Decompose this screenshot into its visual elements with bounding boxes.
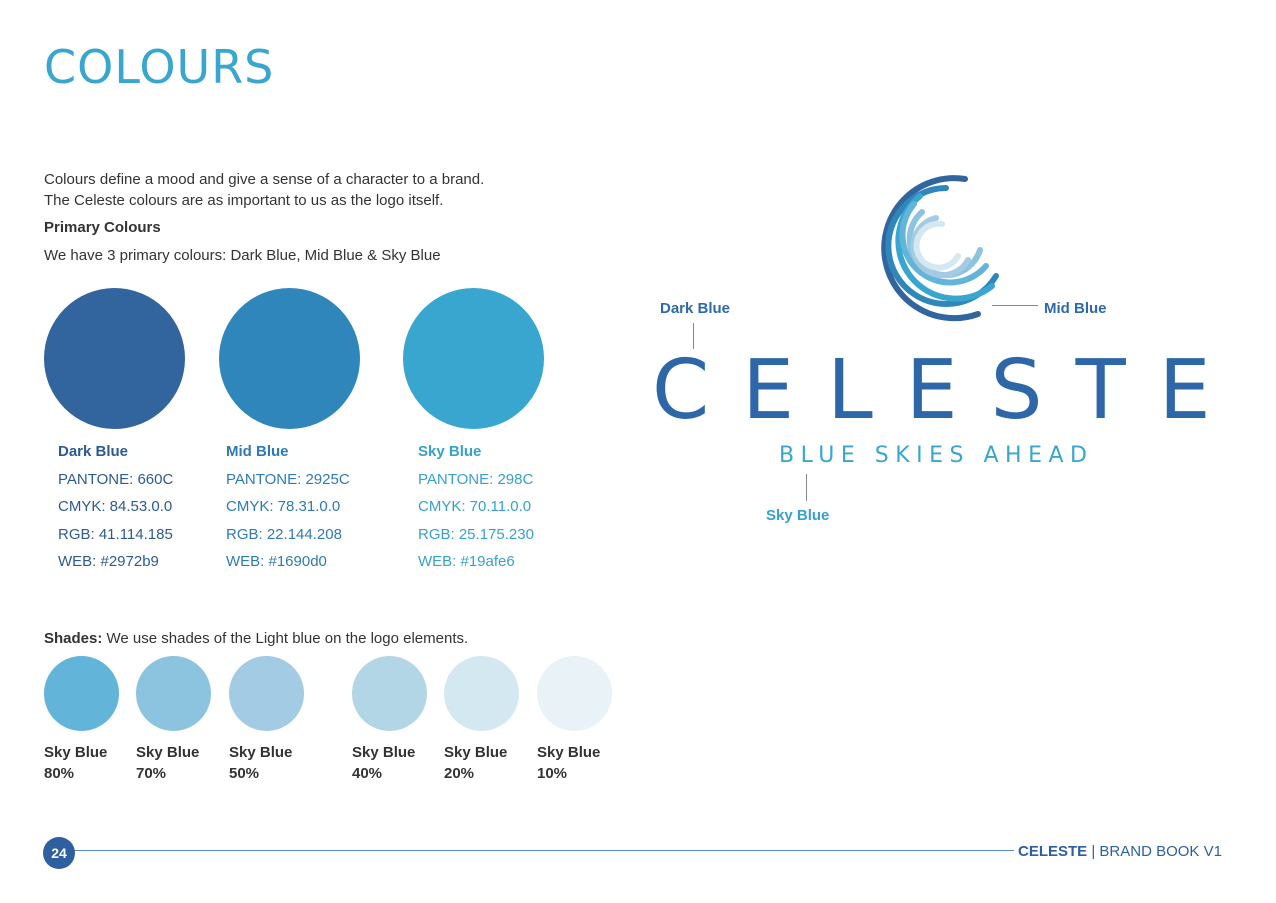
colour-name: Sky Blue	[418, 443, 482, 460]
logo-tagline: BLUE SKIES AHEAD	[779, 443, 1094, 468]
shade-swatch-50	[229, 656, 304, 731]
intro-text: Colours define a mood and give a sense o…	[44, 169, 484, 211]
shade-name: Sky Blue	[229, 744, 293, 761]
colour-pantone: PANTONE: 298C	[418, 470, 534, 488]
colour-cmyk: CMYK: 70.11.0.0	[418, 498, 532, 515]
footer-brand: CELESTE | BRAND BOOK V1	[1018, 843, 1222, 860]
spec-sky-blue: Sky Blue PANTONE: 298C CMYK: 70.11.0.0 R…	[418, 438, 534, 576]
callout-line-dark	[693, 323, 694, 349]
footer-rule	[74, 850, 1014, 851]
colour-web: WEB: #1690d0	[226, 553, 327, 570]
spec-dark-blue: Dark Blue PANTONE: 660C CMYK: 84.53.0.0 …	[58, 438, 173, 576]
shade-name: Sky Blue	[352, 744, 416, 761]
colour-rgb: RGB: 41.114.185	[58, 525, 173, 543]
intro-line-1: Colours define a mood and give a sense o…	[44, 171, 485, 188]
spec-mid-blue: Mid Blue PANTONE: 2925C CMYK: 78.31.0.0 …	[226, 438, 350, 576]
colour-pantone: PANTONE: 2925C	[226, 470, 350, 488]
footer-brand-name: CELESTE	[1018, 843, 1088, 860]
page-number: 24	[43, 837, 75, 869]
callout-dark-blue: Dark Blue	[660, 300, 731, 317]
colour-rgb: RGB: 25.175.230	[418, 525, 534, 543]
colour-cmyk: CMYK: 84.53.0.0	[58, 498, 173, 515]
callout-line-mid	[992, 305, 1038, 306]
footer-book-label: BRAND BOOK V1	[1099, 843, 1222, 860]
page-title: COLOURS	[44, 40, 275, 94]
colour-pantone: PANTONE: 660C	[58, 470, 174, 488]
shades-heading: Shades:	[44, 630, 103, 647]
shade-name: Sky Blue	[44, 744, 108, 761]
colour-rgb: RGB: 22.144.208	[226, 525, 342, 543]
shade-name: Sky Blue	[537, 744, 601, 761]
shades-description: We use shades of the Light blue on the l…	[102, 630, 469, 647]
shade-swatch-10	[537, 656, 612, 731]
swatch-sky-blue	[403, 288, 544, 429]
shade-swatch-20	[444, 656, 519, 731]
shade-percent: 50%	[229, 765, 260, 782]
callout-mid-blue: Mid Blue	[1044, 300, 1107, 317]
shade-percent: 20%	[444, 765, 475, 782]
swatch-dark-blue	[44, 288, 185, 429]
shade-label-20: Sky Blue 20%	[444, 742, 507, 784]
primary-heading: Primary Colours	[44, 219, 161, 236]
callout-line-sky	[806, 474, 807, 501]
shade-name: Sky Blue	[444, 744, 508, 761]
shade-label-10: Sky Blue 10%	[537, 742, 600, 784]
colour-web: WEB: #19afe6	[418, 553, 515, 570]
primary-description: We have 3 primary colours: Dark Blue, Mi…	[44, 247, 441, 264]
shade-swatch-40	[352, 656, 427, 731]
shade-swatch-70	[136, 656, 211, 731]
shade-label-40: Sky Blue 40%	[352, 742, 415, 784]
colour-name: Dark Blue	[58, 443, 129, 460]
shade-label-80: Sky Blue 80%	[44, 742, 107, 784]
shade-name: Sky Blue	[136, 744, 200, 761]
shade-swatch-80	[44, 656, 119, 731]
shade-percent: 10%	[537, 765, 568, 782]
shade-percent: 70%	[136, 765, 167, 782]
colour-web: WEB: #2972b9	[58, 553, 159, 570]
intro-line-2: The Celeste colours are as important to …	[44, 192, 444, 209]
footer-separator: |	[1087, 843, 1100, 860]
celeste-logo-emblem	[881, 175, 999, 322]
colour-name: Mid Blue	[226, 443, 289, 460]
colour-cmyk: CMYK: 78.31.0.0	[226, 498, 341, 515]
shade-label-70: Sky Blue 70%	[136, 742, 199, 784]
shade-percent: 80%	[44, 765, 75, 782]
callout-sky-blue: Sky Blue	[766, 507, 830, 524]
shade-percent: 40%	[352, 765, 383, 782]
swatch-mid-blue	[219, 288, 360, 429]
shades-intro: Shades: We use shades of the Light blue …	[44, 628, 468, 649]
logo-wordmark: CELESTE	[652, 343, 1244, 438]
shade-label-50: Sky Blue 50%	[229, 742, 292, 784]
